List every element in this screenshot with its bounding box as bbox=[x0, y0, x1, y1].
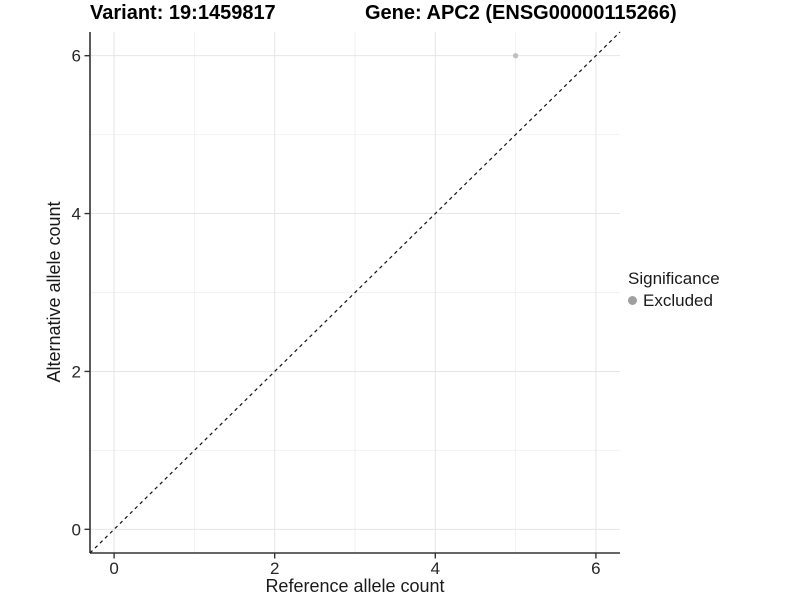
y-tick-label: 6 bbox=[72, 47, 81, 66]
minor-gridlines bbox=[90, 32, 620, 553]
legend-key-dot bbox=[628, 296, 637, 305]
x-tick-label: 4 bbox=[431, 559, 440, 578]
plot-marks bbox=[89, 31, 621, 554]
identity-line-dashed bbox=[89, 31, 621, 554]
legend-item-label: Excluded bbox=[643, 291, 713, 310]
tick-marks bbox=[84, 54, 597, 559]
y-axis-title: Alternative allele count bbox=[44, 201, 64, 382]
x-tick-label: 0 bbox=[109, 559, 118, 578]
axes bbox=[89, 32, 620, 554]
major-gridlines bbox=[90, 32, 620, 553]
x-tick-label: 6 bbox=[591, 559, 600, 578]
data-point-excluded bbox=[512, 52, 519, 59]
plot-title-variant: Variant: 19:1459817 bbox=[90, 2, 276, 24]
legend-item-excluded: Excluded bbox=[628, 291, 720, 310]
tick-labels: 0 2 4 6 0 2 4 6 bbox=[72, 47, 601, 578]
x-axis-title: Reference allele count bbox=[265, 576, 444, 596]
y-tick-label: 4 bbox=[72, 205, 81, 224]
legend: Significance Excluded bbox=[628, 268, 720, 310]
y-tick-label: 2 bbox=[72, 362, 81, 381]
legend-title: Significance bbox=[628, 269, 720, 288]
x-tick-label: 2 bbox=[270, 559, 279, 578]
plot-title-gene: Gene: APC2 (ENSG00000115266) bbox=[365, 2, 677, 24]
y-tick-label: 0 bbox=[72, 520, 81, 539]
